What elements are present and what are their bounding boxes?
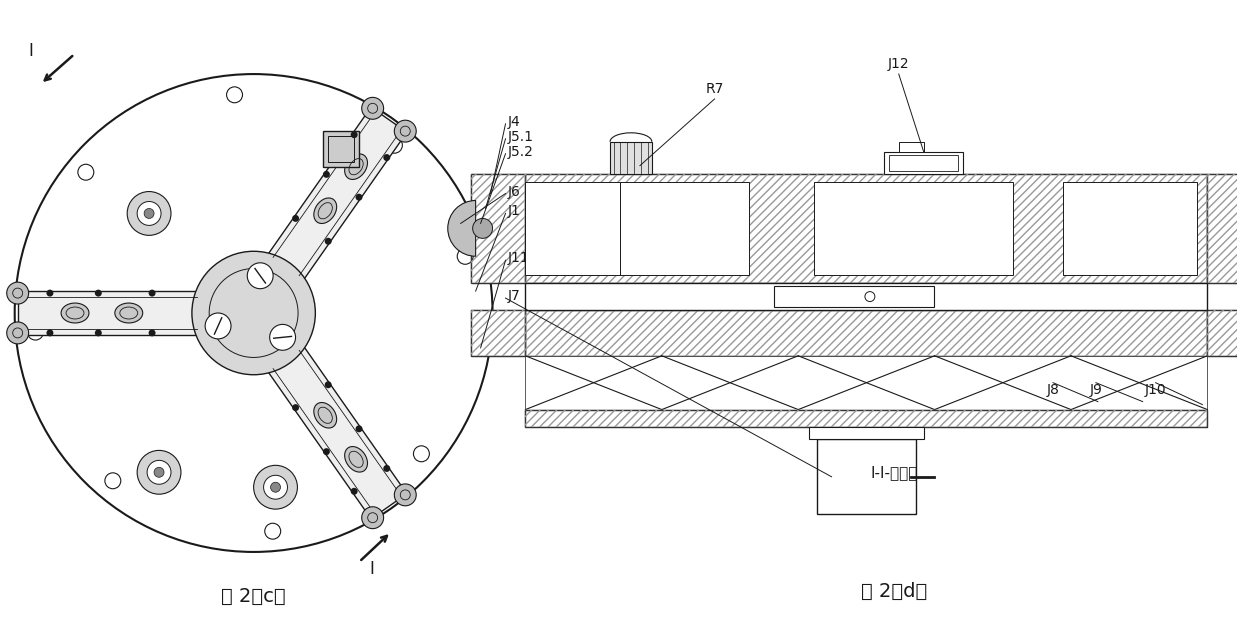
Text: J6: J6: [507, 185, 521, 198]
Wedge shape: [448, 200, 476, 256]
Circle shape: [383, 154, 391, 161]
Bar: [526, 310, 1208, 356]
Circle shape: [270, 482, 280, 492]
Polygon shape: [268, 347, 407, 519]
Circle shape: [351, 131, 357, 138]
Bar: [620, 181, 749, 275]
Text: 图 2（c）: 图 2（c）: [221, 587, 286, 606]
Circle shape: [325, 238, 331, 245]
Circle shape: [192, 251, 315, 375]
Bar: [808, 428, 924, 440]
Bar: [526, 409, 1208, 428]
Bar: [526, 173, 1208, 283]
Text: J5.2: J5.2: [507, 144, 533, 159]
Circle shape: [394, 484, 417, 506]
Circle shape: [138, 202, 161, 225]
Text: R7: R7: [706, 82, 724, 96]
Circle shape: [149, 330, 155, 337]
Circle shape: [254, 465, 298, 509]
Bar: [1208, 173, 1240, 283]
Bar: [1208, 310, 1240, 356]
Bar: [471, 173, 526, 283]
Circle shape: [149, 290, 155, 296]
Circle shape: [154, 467, 164, 477]
Text: J11: J11: [507, 251, 529, 265]
Bar: [526, 310, 1208, 356]
Bar: [471, 310, 526, 356]
Bar: [899, 142, 924, 152]
Text: J10: J10: [1145, 382, 1167, 397]
Bar: [610, 142, 652, 173]
Bar: [471, 310, 526, 356]
Bar: [817, 440, 916, 514]
Circle shape: [322, 171, 330, 178]
Circle shape: [148, 460, 171, 484]
Bar: [1063, 181, 1198, 275]
Text: I-I-旋转后: I-I-旋转后: [870, 465, 918, 480]
Circle shape: [247, 263, 273, 289]
Bar: [526, 409, 1208, 428]
Ellipse shape: [115, 303, 143, 323]
Text: I: I: [370, 560, 374, 578]
Circle shape: [293, 404, 299, 411]
Text: J8: J8: [1047, 382, 1059, 397]
Ellipse shape: [314, 198, 336, 224]
Circle shape: [362, 507, 383, 529]
Bar: [884, 152, 963, 173]
Circle shape: [269, 325, 295, 350]
Circle shape: [94, 290, 102, 296]
Text: J9: J9: [1090, 382, 1102, 397]
Bar: [526, 283, 1208, 310]
Circle shape: [138, 450, 181, 494]
Ellipse shape: [345, 154, 367, 180]
Bar: [774, 286, 934, 307]
Bar: [1208, 310, 1240, 356]
Bar: [1208, 173, 1240, 283]
Circle shape: [325, 381, 331, 388]
Circle shape: [472, 219, 492, 239]
Polygon shape: [324, 131, 360, 166]
Ellipse shape: [61, 303, 89, 323]
Circle shape: [144, 208, 154, 219]
Circle shape: [322, 448, 330, 455]
Ellipse shape: [314, 403, 336, 428]
Text: J12: J12: [888, 57, 910, 71]
Circle shape: [94, 330, 102, 337]
Bar: [526, 356, 1208, 409]
Ellipse shape: [345, 447, 367, 472]
Circle shape: [356, 193, 362, 201]
Bar: [526, 173, 1208, 283]
Circle shape: [362, 97, 383, 119]
Text: 图 2（d）: 图 2（d）: [861, 582, 928, 601]
Circle shape: [128, 192, 171, 236]
Circle shape: [6, 322, 29, 344]
Bar: [526, 181, 620, 275]
Circle shape: [351, 488, 357, 495]
Text: J7: J7: [507, 289, 521, 303]
Text: J5.1: J5.1: [507, 130, 533, 144]
Polygon shape: [17, 291, 197, 335]
Circle shape: [205, 313, 231, 339]
Circle shape: [293, 215, 299, 222]
Circle shape: [264, 475, 288, 499]
Bar: [889, 154, 959, 171]
Text: I: I: [29, 42, 33, 60]
Circle shape: [383, 465, 391, 472]
Circle shape: [6, 282, 29, 304]
Bar: [471, 173, 526, 283]
Circle shape: [356, 425, 362, 432]
Circle shape: [46, 330, 53, 337]
Circle shape: [46, 290, 53, 296]
Polygon shape: [268, 107, 407, 279]
Bar: [815, 181, 1013, 275]
Text: J4: J4: [507, 115, 521, 129]
Circle shape: [394, 120, 417, 142]
Text: J1: J1: [507, 205, 521, 219]
